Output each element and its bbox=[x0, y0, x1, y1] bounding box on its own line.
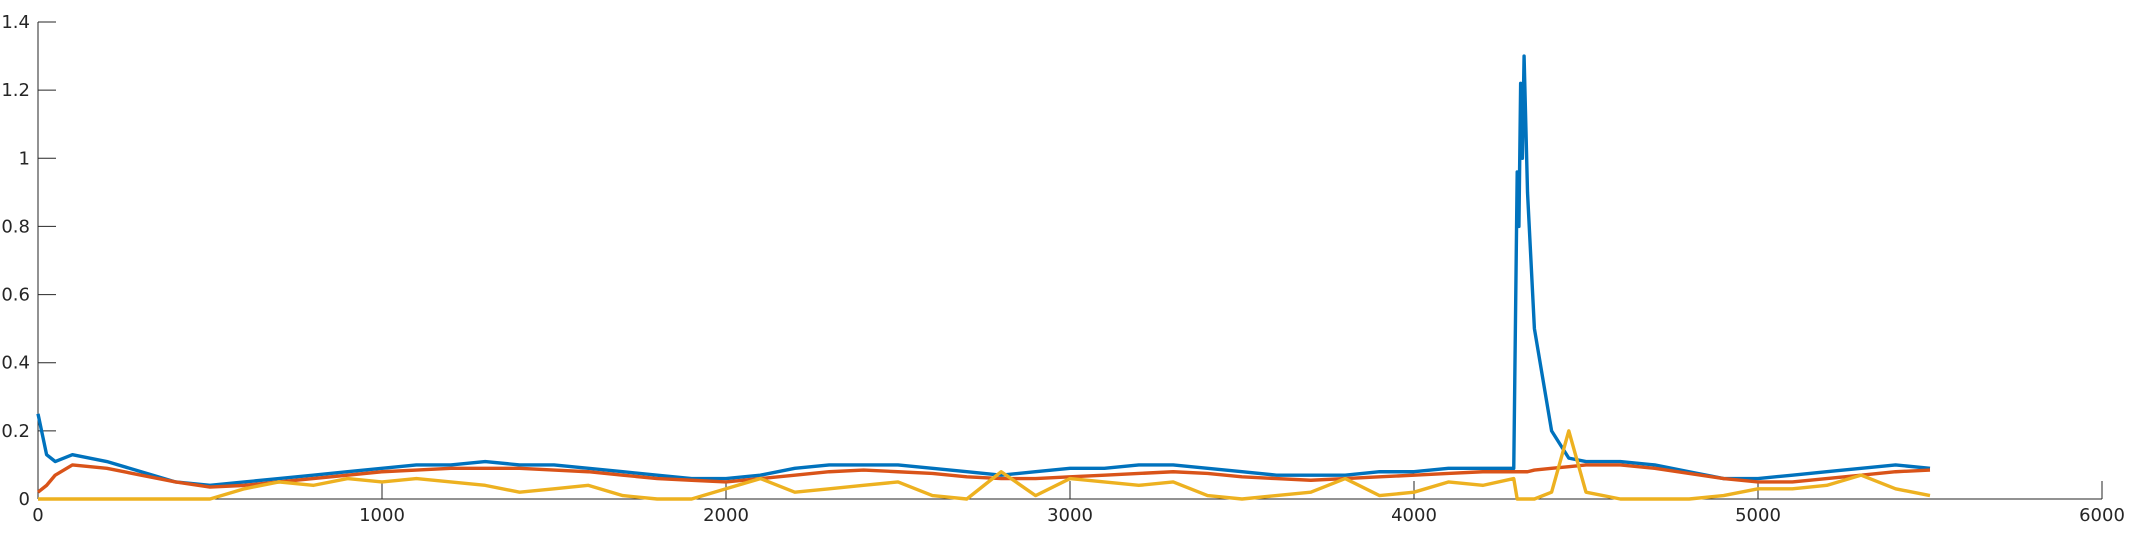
x-tick-label: 6000 bbox=[2079, 505, 2125, 526]
x-tick-label: 0 bbox=[32, 505, 43, 526]
series-line bbox=[36, 54, 1931, 488]
y-tick-label: 0.6 bbox=[1, 285, 30, 306]
x-tick-label: 4000 bbox=[1391, 505, 1437, 526]
y-tick-label: 1.2 bbox=[1, 80, 30, 101]
y-tick-label: 0.4 bbox=[1, 353, 30, 374]
y-tick-label: 0 bbox=[19, 489, 30, 510]
x-tick-label: 3000 bbox=[1047, 505, 1093, 526]
y-tick-label: 1.4 bbox=[1, 12, 30, 33]
series-line bbox=[38, 429, 1931, 501]
y-tick-label: 1 bbox=[19, 148, 30, 169]
x-tick-label: 5000 bbox=[1735, 505, 1781, 526]
x-tick-label: 2000 bbox=[703, 505, 749, 526]
y-tick-label: 0.2 bbox=[1, 421, 30, 442]
y-tick-label: 0.8 bbox=[1, 216, 30, 237]
x-tick-label: 1000 bbox=[359, 505, 405, 526]
series-line bbox=[36, 463, 1931, 494]
